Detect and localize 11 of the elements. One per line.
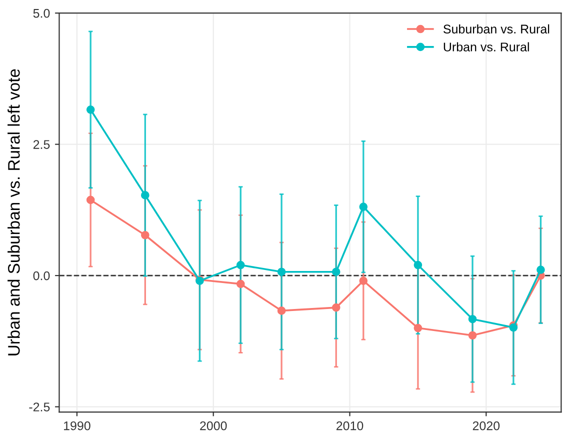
- x-tick-label: 2010: [336, 421, 364, 430]
- x-tick-label: 2020: [472, 421, 500, 430]
- x-tick-label: 2000: [200, 421, 227, 430]
- y-tick-label: -2.5: [29, 402, 50, 412]
- y-tick-label: 2.5: [33, 140, 50, 149]
- legend-label: Urban vs. Rural: [444, 42, 529, 52]
- x-tick-label: 1990: [64, 421, 90, 430]
- y-tick-label: 0.0: [33, 271, 50, 280]
- y-axis-title: Urban and Suburban vs. Rural left vote: [8, 69, 20, 356]
- y-tick-label: 5.0: [33, 8, 50, 18]
- legend-label: Suburban vs. Rural: [444, 24, 550, 34]
